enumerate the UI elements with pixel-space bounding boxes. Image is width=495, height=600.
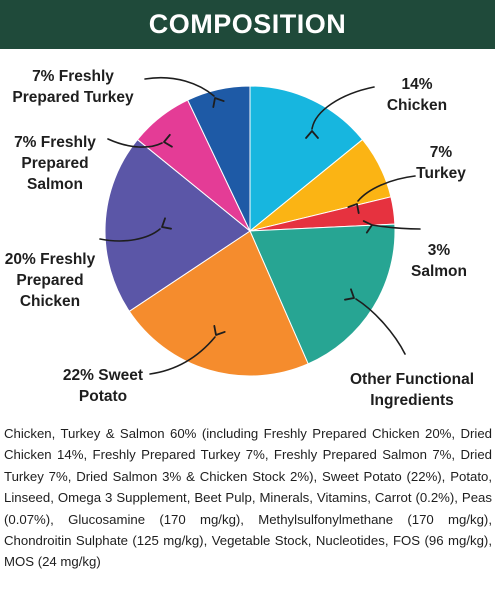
slice-label: 7% Turkey <box>416 144 466 182</box>
slice-label-line: 7% Freshly <box>14 134 96 151</box>
slice-label-line: 22% Sweet <box>63 367 143 384</box>
slice-label: 14% Chicken <box>387 76 447 114</box>
slice-label: 22% Sweet Potato <box>63 367 143 405</box>
pie-chart: 14% Chicken 7% Turkey 3% Salmon Other Function… <box>5 68 474 409</box>
arrowhead-icon <box>362 220 373 234</box>
slice-label-line: Prepared <box>16 272 83 289</box>
slice-label-line: Ingredients <box>370 392 454 409</box>
arrowhead-icon <box>347 203 360 214</box>
arrowhead-icon <box>161 217 172 230</box>
slice-label-line: Prepared <box>21 155 88 172</box>
header-bar: COMPOSITION <box>0 0 495 49</box>
slice-label-line: 3% <box>428 242 451 259</box>
slice-label-line: Prepared Turkey <box>12 89 134 106</box>
slice-label: 7% Freshly Prepared Turkey <box>12 68 134 106</box>
slice-label: 20% Freshly Prepared Chicken <box>5 251 96 310</box>
pie-slice <box>104 138 251 313</box>
slice-label-line: Salmon <box>27 176 83 193</box>
slice-label-line: 7% <box>430 144 453 161</box>
arrowhead-icon <box>212 97 225 108</box>
slice-label-line: Salmon <box>411 263 467 280</box>
slice-label-line: Turkey <box>416 165 466 182</box>
slice-label-line: Potato <box>79 388 127 405</box>
arrowhead-icon <box>163 133 173 148</box>
slice-label-line: Chicken <box>387 97 447 114</box>
arrowhead-icon <box>305 130 319 139</box>
arrowhead-icon <box>213 325 226 336</box>
callout-arrow <box>149 336 216 375</box>
slice-label-line: 7% Freshly <box>32 68 114 85</box>
slice-label: 7% Freshly Prepared Salmon <box>14 134 96 193</box>
pie-slice <box>128 230 309 377</box>
page-title: COMPOSITION <box>148 9 347 39</box>
pie-slice <box>187 85 251 232</box>
slice-label: 3% Salmon <box>411 242 467 280</box>
slice-label-line: 20% Freshly <box>5 251 96 268</box>
callout-arrow <box>371 224 421 230</box>
callout-arrow <box>355 298 406 355</box>
arrowhead-icon <box>344 288 355 301</box>
pie-slice <box>249 223 396 365</box>
callout-arrow <box>311 86 375 130</box>
ingredients-description: Chicken, Turkey & Salmon 60% (including … <box>4 426 492 570</box>
pie-slice <box>249 85 364 233</box>
slice-label: Other Functional Ingredients <box>350 371 474 409</box>
callout-arrow <box>144 76 215 97</box>
callout-arrow <box>357 175 416 202</box>
slice-label-line: Other Functional <box>350 371 474 388</box>
callout-arrow <box>99 228 161 242</box>
callout-arrow <box>107 138 163 148</box>
slice-label-line: Chicken <box>20 293 80 310</box>
slice-label-line: 14% <box>401 76 432 93</box>
